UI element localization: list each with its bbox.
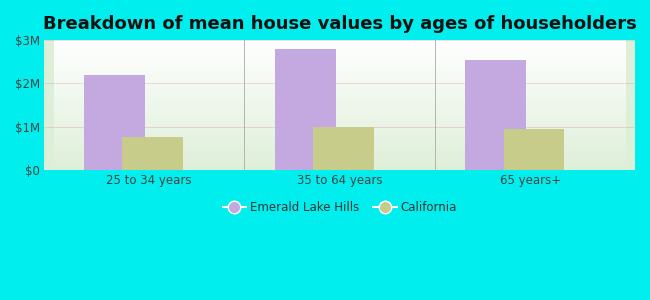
Bar [465,60,526,170]
Bar [313,127,374,170]
Legend: Emerald Lake Hills, California: Emerald Lake Hills, California [218,196,462,218]
Title: Breakdown of mean house values by ages of householders: Breakdown of mean house values by ages o… [43,15,636,33]
Bar [84,75,146,170]
Bar [275,49,336,170]
Bar [122,137,183,170]
Bar [504,129,564,170]
